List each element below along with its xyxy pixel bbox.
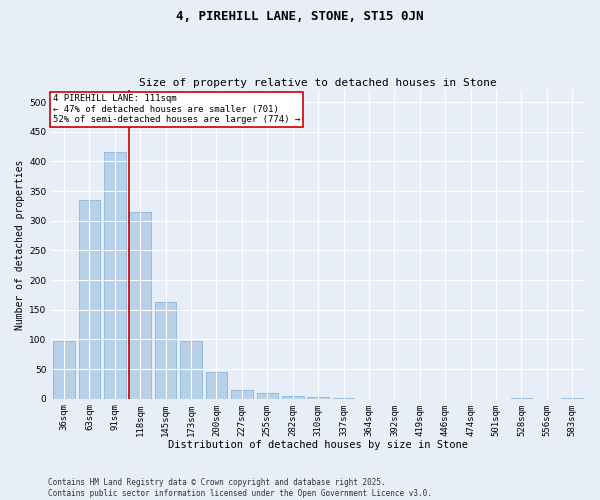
- Bar: [231, 390, 253, 398]
- X-axis label: Distribution of detached houses by size in Stone: Distribution of detached houses by size …: [168, 440, 468, 450]
- Text: 4 PIREHILL LANE: 111sqm
← 47% of detached houses are smaller (701)
52% of semi-d: 4 PIREHILL LANE: 111sqm ← 47% of detache…: [53, 94, 300, 124]
- Bar: [257, 394, 278, 398]
- Bar: [282, 396, 304, 398]
- Bar: [180, 341, 202, 398]
- Text: Contains HM Land Registry data © Crown copyright and database right 2025.
Contai: Contains HM Land Registry data © Crown c…: [48, 478, 432, 498]
- Title: Size of property relative to detached houses in Stone: Size of property relative to detached ho…: [139, 78, 497, 88]
- Bar: [206, 372, 227, 398]
- Text: 4, PIREHILL LANE, STONE, ST15 0JN: 4, PIREHILL LANE, STONE, ST15 0JN: [176, 10, 424, 23]
- Bar: [79, 200, 100, 398]
- Bar: [130, 212, 151, 398]
- Bar: [53, 341, 75, 398]
- Bar: [104, 152, 125, 398]
- Y-axis label: Number of detached properties: Number of detached properties: [15, 160, 25, 330]
- Bar: [155, 302, 176, 398]
- Bar: [307, 397, 329, 398]
